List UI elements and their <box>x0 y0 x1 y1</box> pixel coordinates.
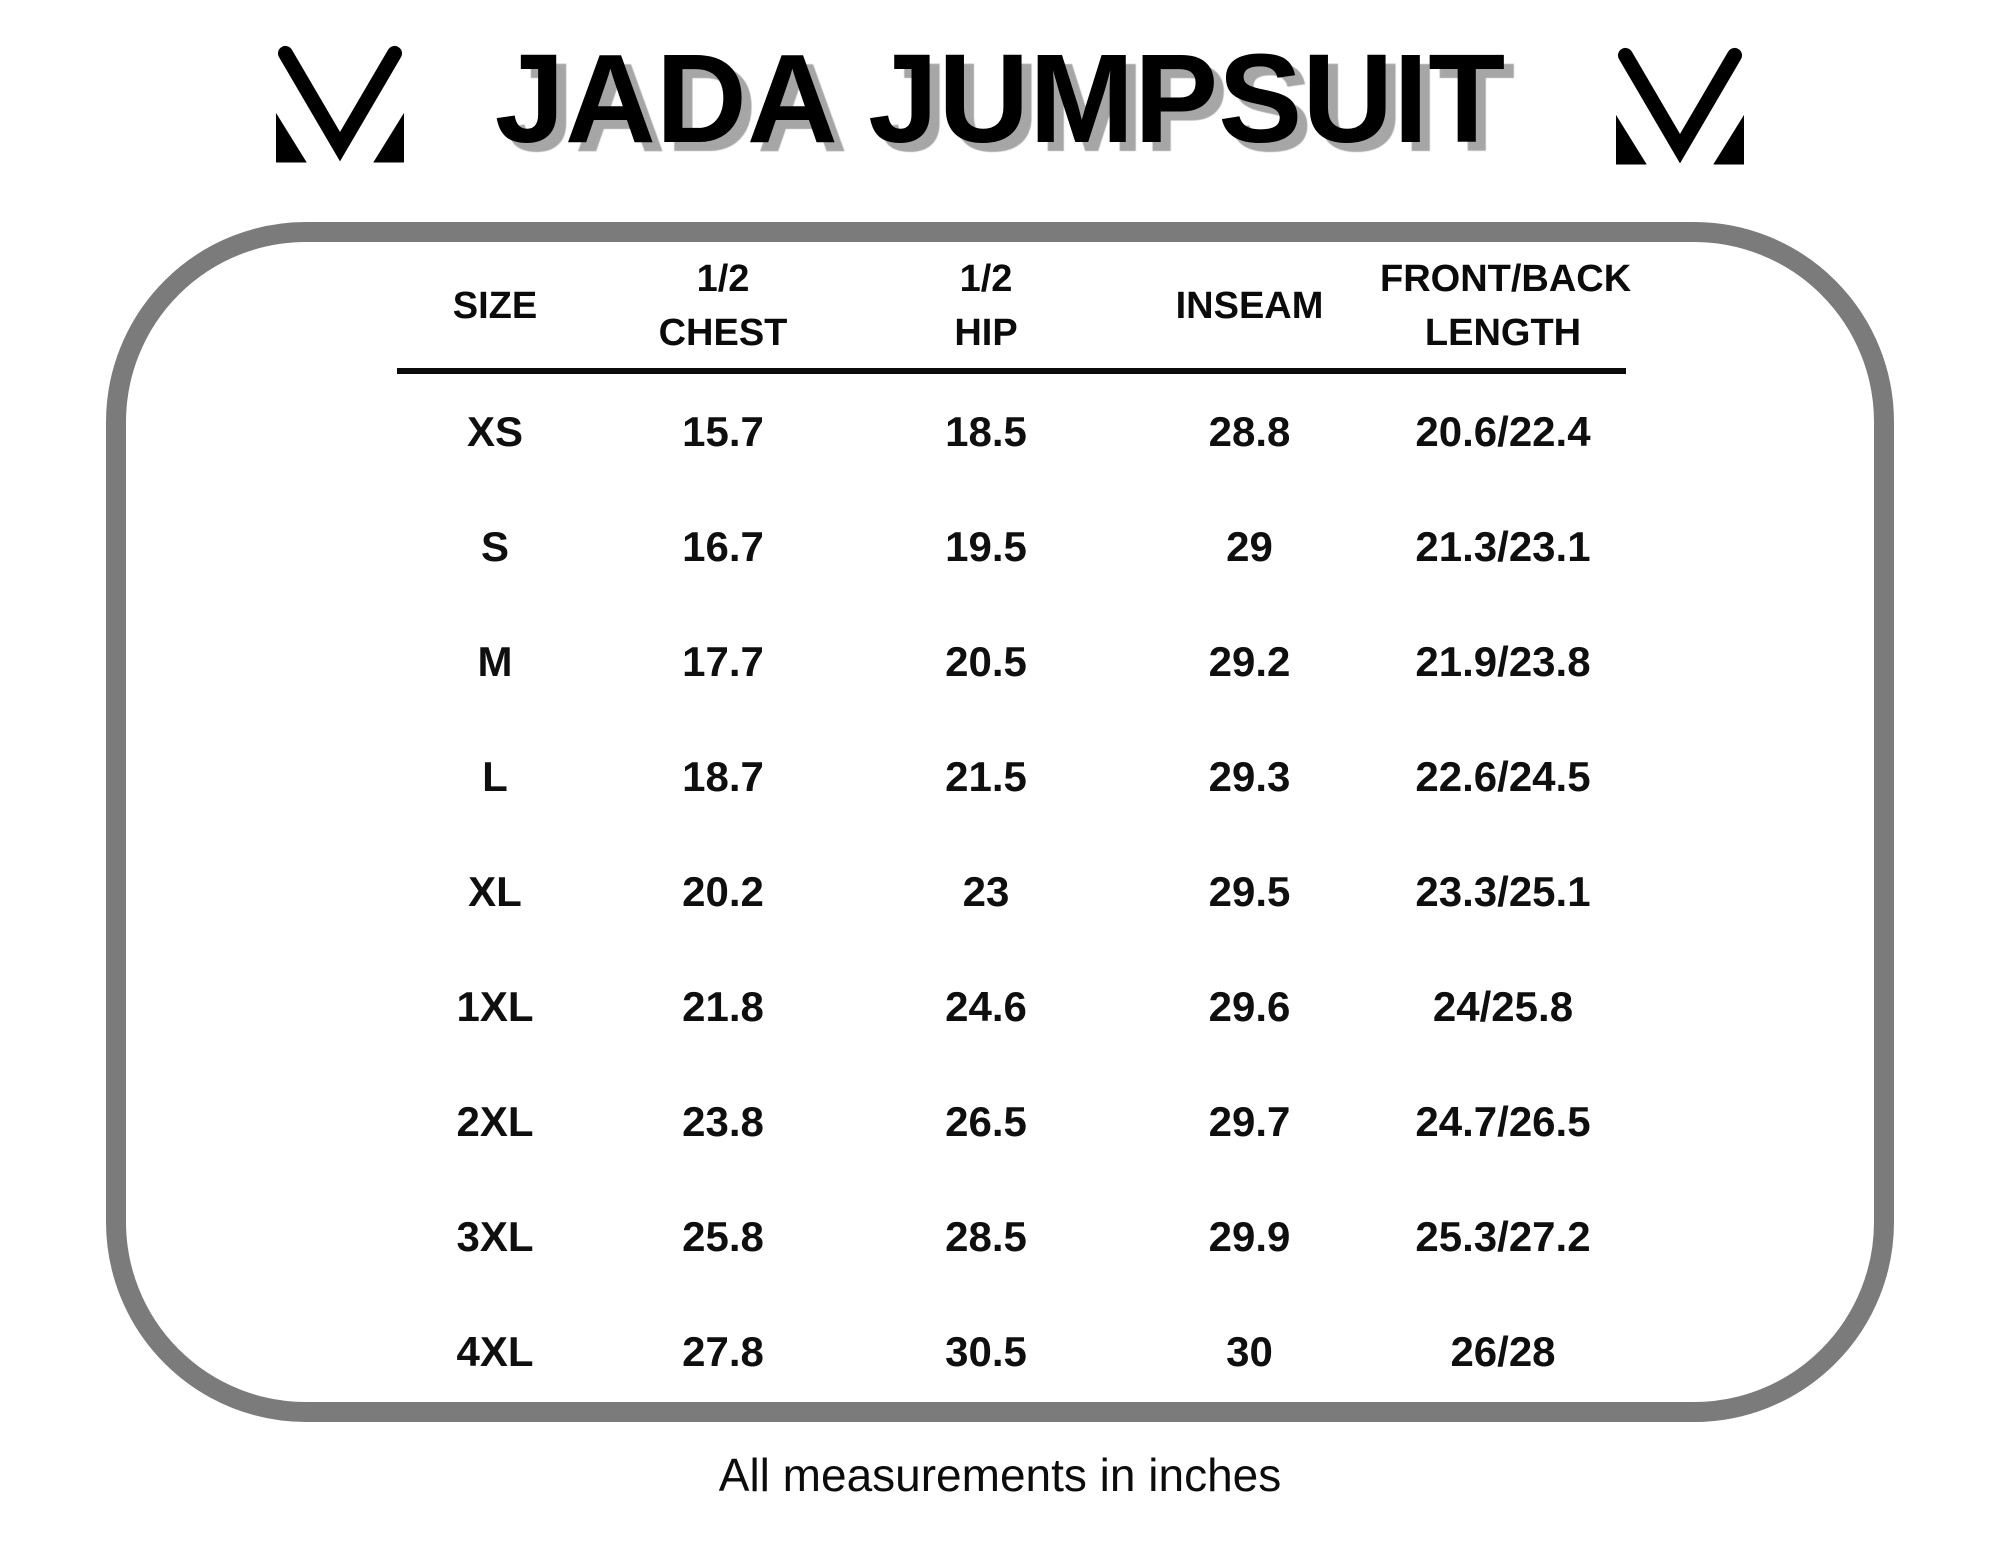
half-hip-cell: 24.6 <box>945 982 1027 1030</box>
table-row: 2XL 23.8 26.5 29.7 24.7/26.5 <box>397 1064 1626 1179</box>
front-back-length-cell: 24/25.8 <box>1432 982 1574 1030</box>
size-cell: M <box>477 637 513 685</box>
size-cell: S <box>480 522 509 570</box>
table-row: S 16.7 19.5 29 21.3/23.1 <box>397 489 1626 604</box>
half-chest-cell: 15.7 <box>682 407 764 455</box>
front-back-length-cell: 26/28 <box>1450 1327 1556 1375</box>
measurement-unit-note: All measurements in inches <box>718 1449 1282 1501</box>
table-row: 3XL 25.8 28.5 29.9 25.3/27.2 <box>397 1179 1626 1294</box>
half-chest-cell: 16.7 <box>682 522 764 570</box>
table-row: 4XL 27.8 30.5 30 26/28 <box>397 1294 1626 1409</box>
half-hip-cell: 18.5 <box>945 407 1027 455</box>
inseam-cell: 28.8 <box>1208 407 1291 455</box>
half-chest-cell: 21.8 <box>682 982 764 1030</box>
front-back-length-cell: 22.6/24.5 <box>1415 752 1591 800</box>
inseam-cell: 29.2 <box>1208 637 1291 685</box>
front-back-length-cell: 21.9/23.8 <box>1415 637 1591 685</box>
size-cell: 4XL <box>456 1327 534 1375</box>
table-row: L 18.7 21.5 29.3 22.6/24.5 <box>397 719 1626 834</box>
half-hip-cell: 20.5 <box>945 637 1027 685</box>
table-body: XS 15.7 18.5 28.8 20.6/22.4 S 16.7 19.5 29 21.3/2… <box>397 371 1626 1409</box>
half-chest-cell: 23.8 <box>682 1097 764 1145</box>
half-hip-cell: 26.5 <box>945 1097 1027 1145</box>
half-chest-cell: 18.7 <box>682 752 764 800</box>
column-header-half-chest: 1/2 CHEST <box>593 245 853 374</box>
half-hip-cell: 23 <box>962 867 1010 915</box>
size-cell: L <box>482 752 508 800</box>
table-row: 1XL 21.8 24.6 29.6 24/25.8 <box>397 949 1626 1064</box>
column-header-inseam: INSEAM <box>1119 245 1380 374</box>
size-cell: 2XL <box>456 1097 534 1145</box>
column-header-half-hip: 1/2 HIP <box>853 245 1119 374</box>
table-row: XS 15.7 18.5 28.8 20.6/22.4 <box>397 371 1626 489</box>
column-header-front-back-length: FRONT/BACK LENGTH <box>1380 245 1631 374</box>
half-hip-cell: 21.5 <box>945 752 1027 800</box>
header-row: SIZE 1/2 CHEST 1/2 HIP INSEAM FRONT/BACK… <box>397 245 1631 374</box>
size-cell: 1XL <box>456 982 534 1030</box>
page-title: JADA JUMPSUIT <box>494 28 1506 169</box>
size-cell: XS <box>466 407 524 455</box>
half-chest-cell: 27.8 <box>682 1327 764 1375</box>
front-back-length-cell: 25.3/27.2 <box>1415 1212 1591 1260</box>
inseam-cell: 29.3 <box>1208 752 1291 800</box>
front-back-length-cell: 24.7/26.5 <box>1415 1097 1591 1145</box>
half-chest-cell: 20.2 <box>682 867 764 915</box>
brand-m-logo-icon <box>276 44 404 163</box>
table-row: M 17.7 20.5 29.2 21.9/23.8 <box>397 604 1626 719</box>
half-chest-cell: 25.8 <box>682 1212 764 1260</box>
inseam-cell: 29.5 <box>1208 867 1291 915</box>
front-back-length-cell: 20.6/22.4 <box>1415 407 1591 455</box>
column-header-size: SIZE <box>397 245 593 374</box>
half-hip-cell: 19.5 <box>945 522 1027 570</box>
half-hip-cell: 30.5 <box>945 1327 1027 1375</box>
inseam-cell: 29 <box>1226 522 1273 570</box>
brand-m-logo-icon <box>1616 46 1744 165</box>
inseam-cell: 30 <box>1226 1327 1273 1375</box>
size-chart-frame <box>106 222 1894 1422</box>
size-chart-table: SIZE 1/2 CHEST 1/2 HIP INSEAM FRONT/BACK… <box>397 245 1631 1409</box>
inseam-cell: 29.6 <box>1208 982 1291 1030</box>
table-header: SIZE 1/2 CHEST 1/2 HIP INSEAM FRONT/BACK… <box>397 245 1631 374</box>
size-cell: 3XL <box>456 1212 534 1260</box>
inseam-cell: 29.7 <box>1208 1097 1291 1145</box>
front-back-length-cell: 21.3/23.1 <box>1415 522 1591 570</box>
inseam-cell: 29.9 <box>1208 1212 1291 1260</box>
half-chest-cell: 17.7 <box>682 637 764 685</box>
size-cell: XL <box>468 867 522 915</box>
front-back-length-cell: 23.3/25.1 <box>1415 867 1591 915</box>
half-hip-cell: 28.5 <box>945 1212 1027 1260</box>
table-row: XL 20.2 23 29.5 23.3/25.1 <box>397 834 1626 949</box>
